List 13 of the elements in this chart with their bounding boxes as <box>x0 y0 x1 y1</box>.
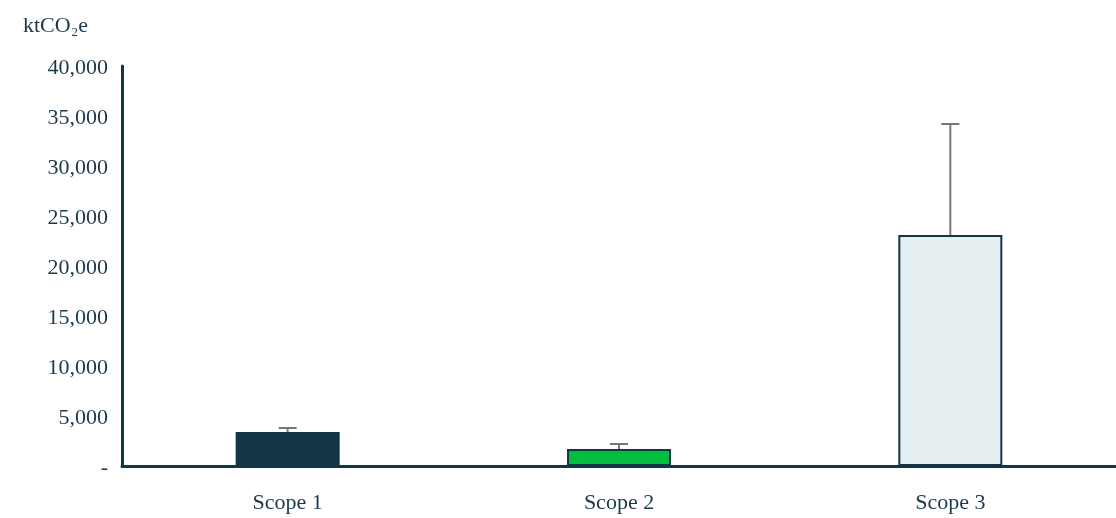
y-tick-label: 25,000 <box>47 203 108 229</box>
y-axis-title: ktCO₂e <box>23 11 89 37</box>
x-tick-label: Scope 2 <box>583 488 655 514</box>
y-tick-label: 15,000 <box>47 303 108 329</box>
y-tick-label: 35,000 <box>47 103 108 129</box>
x-tick-label: Scope 3 <box>915 488 986 514</box>
y-tick-label: 10,000 <box>47 353 108 379</box>
y-tick-label: 30,000 <box>47 153 108 179</box>
y-tick-label: 20,000 <box>47 253 108 279</box>
y-tick-label: 5,000 <box>58 403 108 429</box>
y-tick-label: 40,000 <box>47 53 108 79</box>
y-tick-label: - <box>100 453 108 479</box>
x-tick-label: Scope 1 <box>252 488 323 514</box>
